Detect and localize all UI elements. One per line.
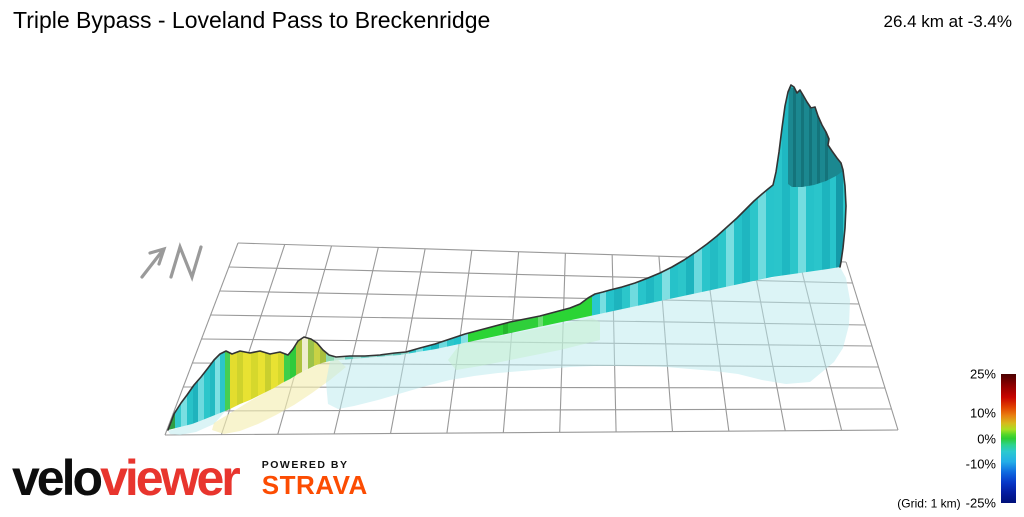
grid-scale-note: (Grid: 1 km) (897, 496, 961, 511)
legend-tick-label: 10% (969, 405, 996, 421)
legend-tick--10: -10% (966, 457, 996, 472)
veloviewer-logo[interactable]: veloviewer (12, 450, 241, 506)
route-summary-stat: 26.4 km at -3.4% (883, 12, 1012, 31)
logo-velo-text: velo (12, 450, 103, 506)
legend-tick-10: 10% (970, 405, 996, 420)
legend-tick-label: 25% (969, 366, 996, 382)
north-arrow-icon (140, 242, 203, 282)
gradient-legend-bar (1001, 374, 1016, 503)
legend-tick-25: 25% (970, 367, 996, 382)
logo-viewer-text: viewer (100, 450, 241, 506)
page-title: Triple Bypass - Loveland Pass to Brecken… (13, 7, 491, 33)
elevation-top-outline (167, 84, 847, 431)
pass-spike-back-face (788, 87, 843, 187)
legend-tick-label: 0% (977, 431, 996, 446)
powered-by-label: POWERED BY (261, 458, 349, 471)
legend-tick-label: -25% (965, 495, 996, 511)
legend-tick-0: 0% (977, 431, 996, 446)
strava-attribution[interactable]: POWERED BY STRAVA (262, 459, 368, 498)
strava-logo: STRAVA (261, 469, 368, 500)
legend-tick-label: -10% (965, 456, 996, 472)
legend-tick--25: (Grid: 1 km) -25% (897, 496, 996, 511)
